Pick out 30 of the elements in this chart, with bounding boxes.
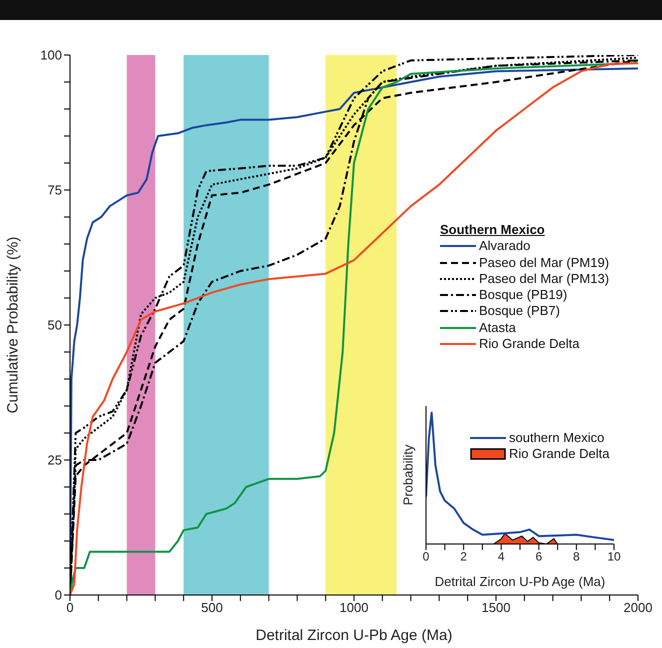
y-tick-label: 25 xyxy=(48,452,62,468)
legend-label: Rio Grande Delta xyxy=(479,336,580,352)
y-tick-label: 75 xyxy=(48,182,62,198)
x-tick-label: 0 xyxy=(66,600,74,616)
legend-label: Rio Grande Delta xyxy=(509,446,610,462)
x-tick-label: 500 xyxy=(201,600,223,616)
x-tick-label: 6 xyxy=(535,550,542,564)
x-tick-label: 1500 xyxy=(482,600,510,616)
legend-label: Bosque (PB19) xyxy=(479,287,568,304)
legend-label: Paseo del Mar (PM19) xyxy=(479,254,610,271)
y-tick-label: 0 xyxy=(54,588,62,603)
y-axis-title: Probability xyxy=(400,444,416,506)
x-tick-label: 4 xyxy=(498,550,505,564)
legend-title: Southern Mexico xyxy=(440,222,546,238)
y-tick-label: 50 xyxy=(48,318,62,333)
legend-label: Atasta xyxy=(479,320,516,336)
x-tick-label: 2 xyxy=(460,550,468,564)
x-axis-title: Detrital Zircon U-Pb Age (Ma) xyxy=(256,627,452,644)
y-tick-label: 100 xyxy=(40,48,62,63)
legend-label: Bosque (PB7) xyxy=(479,303,560,320)
x-tick-label: 0 xyxy=(422,550,430,564)
x-tick-label: 10 xyxy=(607,550,621,564)
legend-label: southern Mexico xyxy=(509,430,604,446)
x-axis-title: Detrital Zircon U-Pb Age (Ma) xyxy=(434,574,606,589)
legend-label: Alvarado xyxy=(479,238,530,254)
legend-label: Paseo del Mar (PM13) xyxy=(479,270,610,287)
x-tick-label: 2000 xyxy=(624,600,652,616)
x-tick-label: 8 xyxy=(573,550,580,564)
y-axis-title: Cumulative Probability (%) xyxy=(4,236,22,414)
x-tick-label: 1000 xyxy=(340,600,368,616)
